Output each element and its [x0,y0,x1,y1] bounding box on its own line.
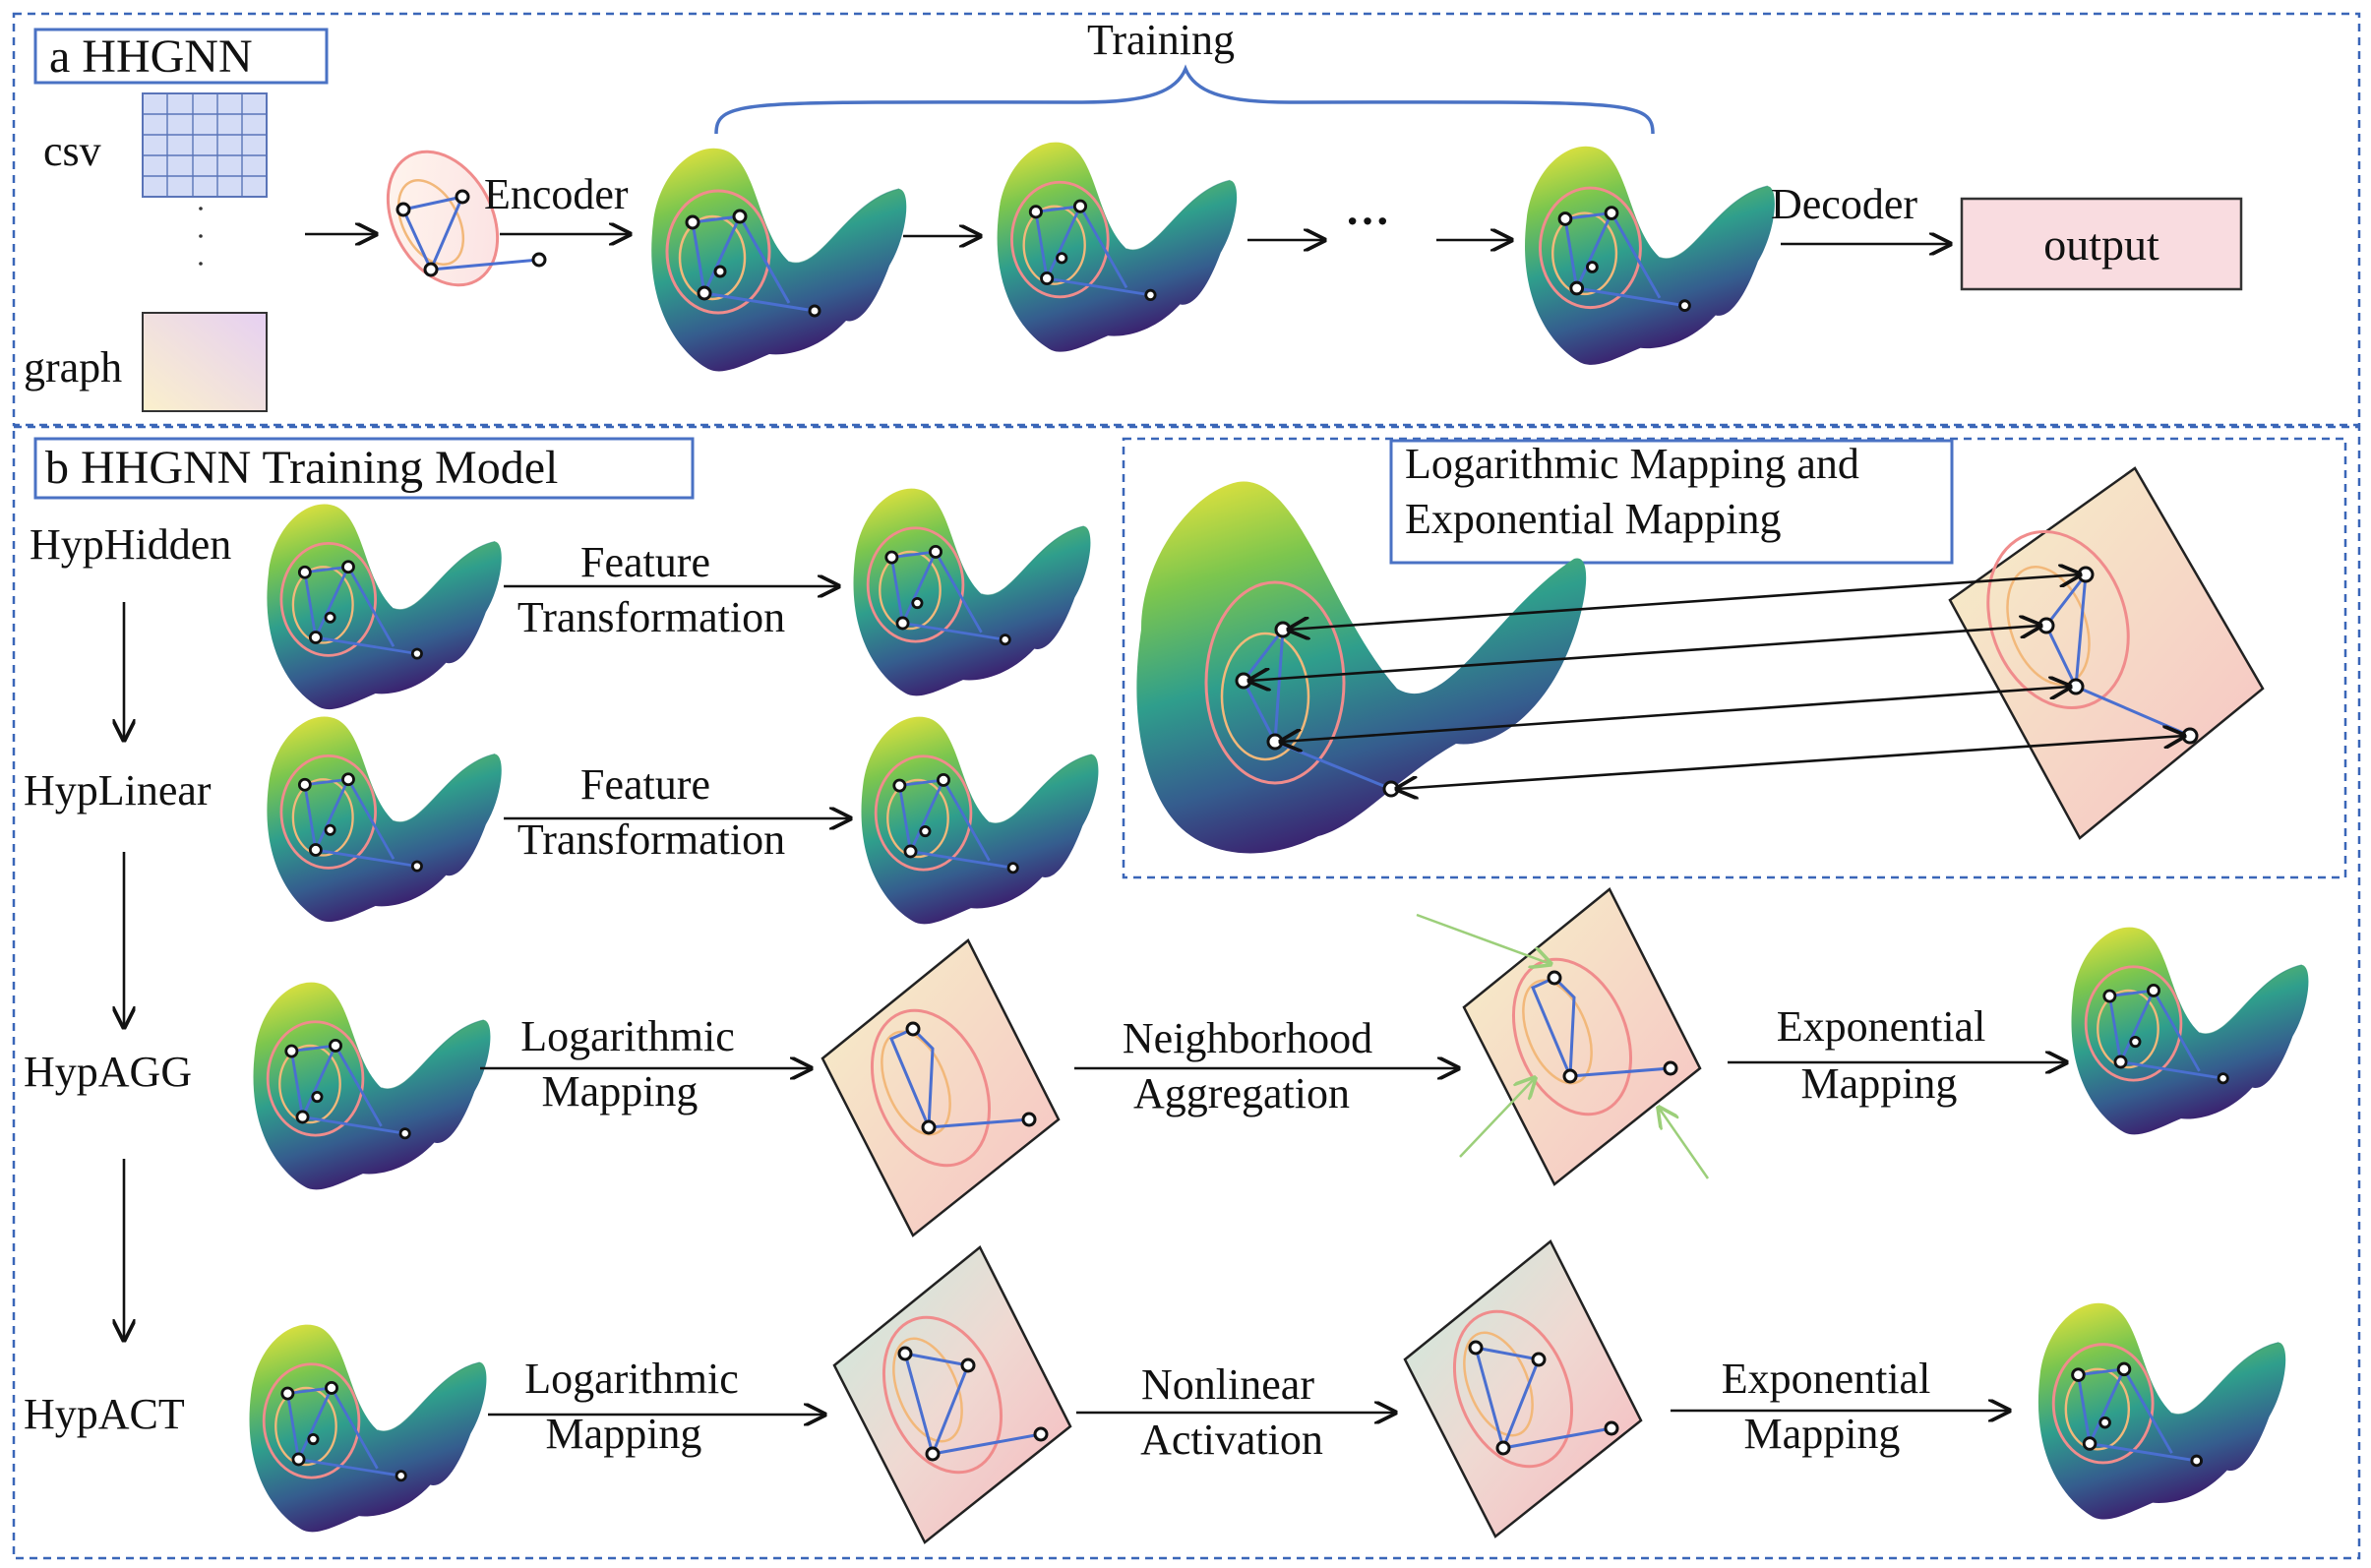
hypagg-step2-line2: Aggregation [1133,1069,1350,1117]
hyperbolic-surface-2 [996,141,1239,354]
hypact-step3-line2: Mapping [1744,1410,1901,1458]
panel-a-title: a HHGNN [49,30,253,83]
panel-a-title-box [33,28,329,85]
layer-label-hypact: HypACT [24,1390,185,1438]
decoder-label: Decoder [1771,180,1917,228]
panel-b-frame [12,425,2361,1560]
mapping-box-title-line2: Exponential Mapping [1405,495,1782,543]
mapping-box-title-box [1389,439,1954,565]
csv-label: csv [43,127,101,175]
hypagg-step3-line2: Mapping [1801,1059,1958,1108]
hypact-step2-line1: Nonlinear [1141,1360,1314,1409]
panel-a-frame [12,12,2361,427]
hyperbolic-surface-3 [1523,145,1777,367]
hypact-step1-line1: Logarithmic [524,1355,739,1403]
layer-label-hypagg: HypAGG [24,1048,192,1096]
hypact-plane-2 [1403,1239,1643,1538]
csv-grid-icon [142,92,268,266]
hyperbolic-surface-1 [649,147,908,373]
hypagg-plane-2 [1416,887,1710,1186]
hypact-step2-line2: Activation [1140,1416,1323,1464]
hyplinear-surface-out [860,715,1100,926]
graph-label: graph [24,343,122,392]
hypact-surface-in [248,1323,488,1534]
encoder-label: Encoder [484,170,629,218]
hypagg-plane-1 [821,938,1061,1237]
training-brace [714,64,1655,135]
hyplinear-step-line2: Transformation [517,815,785,864]
hypact-surface-out [2037,1301,2287,1522]
output-box [1960,197,2243,291]
panel-b-title: b HHGNN Training Model [45,442,558,494]
hyphidden-step-line1: Feature [580,538,710,586]
hypagg-step2-line1: Neighborhood [1123,1014,1372,1062]
graph-input-icon [142,312,268,412]
hyplinear-surface-in [266,715,504,924]
mapping-arrows [1249,574,2184,789]
output-label: output [2043,219,2159,270]
panel-b-title-box [33,437,695,500]
hypagg-step1-line2: Mapping [542,1067,699,1116]
training-label: Training [1087,16,1235,64]
mapping-box-frame [1122,437,2347,879]
hypagg-surface-in [252,981,492,1191]
hypagg-surface-out [2070,926,2310,1136]
hypact-plane-1 [832,1245,1072,1544]
hyphidden-surface-out [852,487,1092,697]
ellipsis-label: ··· [1345,196,1390,246]
layer-label-hyphidden: HypHidden [30,520,231,569]
hypact-step3-line1: Exponential [1722,1355,1931,1403]
hypagg-step3-line1: Exponential [1777,1002,1986,1051]
mapping-large-plane [1948,466,2265,840]
hyphidden-surface-in [266,503,504,711]
mapping-box-title-line1: Logarithmic Mapping and [1405,440,1859,488]
hyphidden-step-line2: Transformation [517,593,785,641]
layer-label-hyplinear: HypLinear [24,766,212,814]
hypagg-step1-line1: Logarithmic [520,1012,735,1060]
hypact-step1-line2: Mapping [546,1410,702,1458]
graph-embedding-icon [386,150,547,287]
hyplinear-step-line1: Feature [580,760,710,809]
